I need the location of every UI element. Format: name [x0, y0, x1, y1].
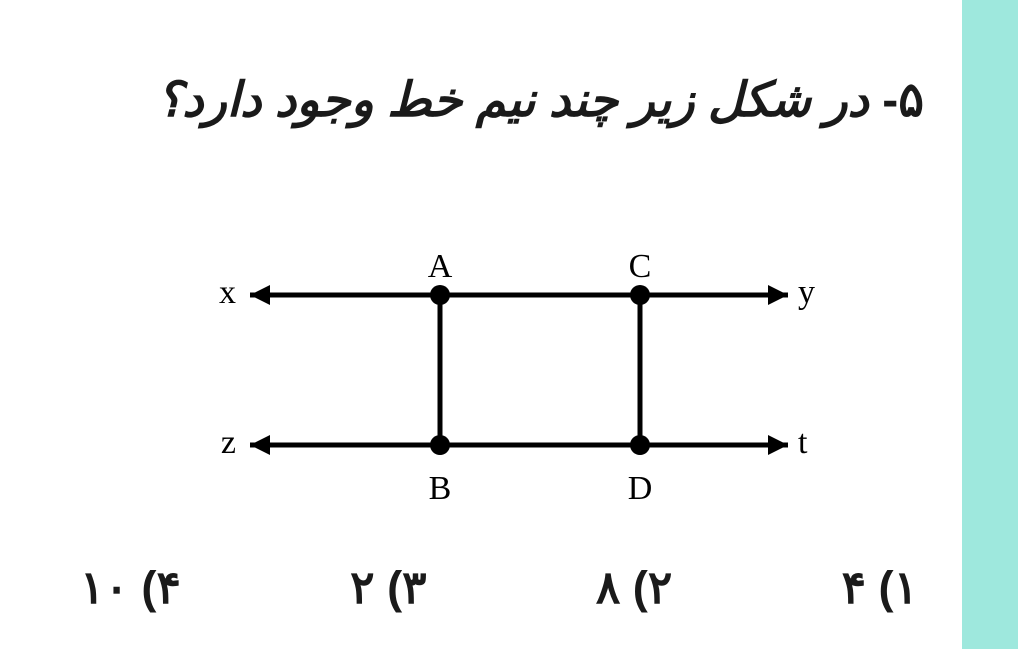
option-3-marker: ۳)	[387, 562, 426, 613]
option-3: ۳) ۲	[350, 561, 426, 614]
option-2: ۲) ۸	[596, 561, 672, 614]
diagram: A C B Dx y z t	[200, 200, 820, 520]
svg-text:B: B	[429, 470, 452, 507]
svg-text:t: t	[798, 424, 808, 461]
question-number: ۵-	[882, 74, 924, 127]
option-2-marker: ۲)	[633, 562, 672, 613]
svg-text:x: x	[219, 274, 236, 311]
option-1: ۱) ۴	[842, 561, 918, 614]
option-2-value: ۸	[596, 562, 620, 613]
question-text: در شکل زیر چند نیم خط وجود دارد؟	[157, 74, 869, 127]
svg-text:D: D	[628, 470, 653, 507]
option-4-value: ۱۰	[80, 562, 129, 613]
svg-text:A: A	[428, 248, 453, 285]
svg-text:z: z	[221, 424, 236, 461]
page-root: ۵- در شکل زیر چند نیم خط وجود دارد؟ A C B D…	[0, 0, 1018, 649]
option-1-value: ۴	[842, 562, 866, 613]
option-1-marker: ۱)	[879, 562, 918, 613]
sidebar-accent	[962, 0, 1018, 649]
options-row: ۱) ۴ ۲) ۸ ۳) ۲ ۴) ۱۰	[80, 557, 918, 617]
option-4-marker: ۴)	[141, 562, 180, 613]
option-3-value: ۲	[350, 562, 374, 613]
diagram-svg: A C B Dx y z t	[200, 200, 820, 520]
svg-text:C: C	[629, 248, 652, 285]
svg-text:y: y	[798, 274, 815, 311]
question-block: ۵- در شکل زیر چند نیم خط وجود دارد؟	[80, 72, 924, 128]
option-4: ۴) ۱۰	[80, 561, 181, 614]
